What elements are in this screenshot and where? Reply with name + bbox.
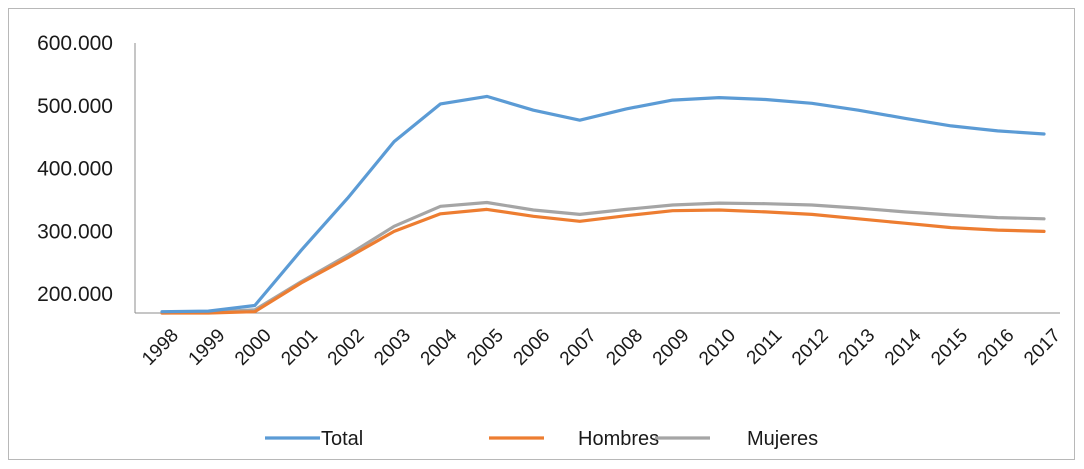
chart-frame bbox=[8, 8, 1075, 460]
x-tick-label: 2014 bbox=[881, 325, 926, 370]
x-tick-label: 2000 bbox=[231, 325, 276, 370]
x-tick-label: 2009 bbox=[649, 325, 694, 370]
x-tick-label: 2011 bbox=[743, 325, 787, 369]
x-tick-label: 2015 bbox=[927, 325, 972, 370]
x-tick-label: 2007 bbox=[556, 325, 601, 370]
y-tick-label: 400.000 bbox=[37, 158, 113, 181]
legend-label-total: Total bbox=[321, 428, 363, 450]
x-tick-label: 2004 bbox=[417, 325, 462, 370]
x-tick-label: 1998 bbox=[138, 325, 183, 370]
x-tick-label: 2012 bbox=[788, 325, 833, 370]
x-tick-label: 2017 bbox=[1020, 325, 1065, 370]
x-axis: 1998 1999 2000 2001 2002 2003 2004 2005 2006 2007… bbox=[135, 312, 1065, 370]
series-line-total bbox=[160, 94, 1046, 314]
x-tick-label: 2003 bbox=[370, 325, 415, 370]
x-tick-label: 2005 bbox=[463, 325, 508, 370]
x-tick-label: 2013 bbox=[835, 325, 880, 370]
x-tick-label: 2016 bbox=[974, 325, 1019, 370]
y-axis: 600.000 500.000 400.000 300.000 200.000 bbox=[37, 32, 136, 313]
series-layer bbox=[160, 94, 1046, 315]
series-line-hombres bbox=[160, 207, 1046, 315]
y-tick-label: 600.000 bbox=[37, 32, 113, 55]
y-tick-label: 300.000 bbox=[37, 220, 113, 243]
x-tick-label: 2008 bbox=[602, 325, 647, 370]
y-tick-label: 200.000 bbox=[37, 283, 113, 306]
x-tick-label: 1999 bbox=[185, 325, 230, 370]
legend-label-mujeres: Mujeres bbox=[747, 428, 818, 450]
y-tick-label: 500.000 bbox=[37, 95, 113, 118]
x-tick-label: 2010 bbox=[695, 325, 740, 370]
x-tick-label: 2001 bbox=[277, 325, 322, 370]
legend: Total Hombres Mujeres bbox=[265, 428, 818, 450]
x-tick-label: 2002 bbox=[324, 325, 369, 370]
legend-label-hombres: Hombres bbox=[578, 428, 659, 450]
x-tick-label: 2006 bbox=[510, 325, 555, 370]
